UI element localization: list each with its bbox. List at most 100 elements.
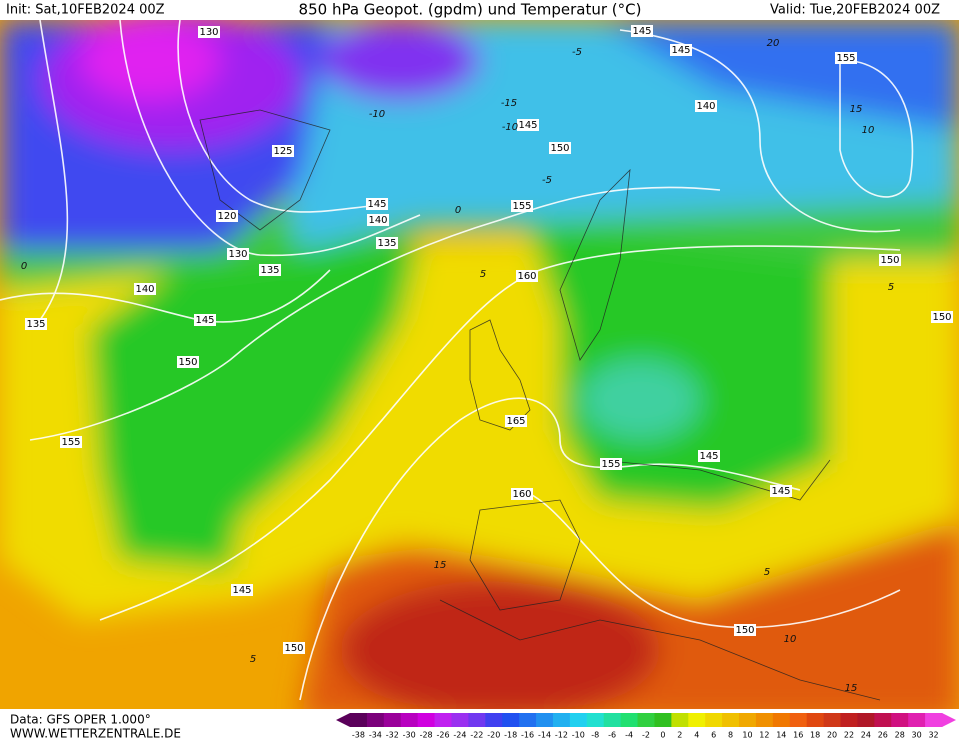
geopotential-label: 145	[699, 451, 718, 462]
colorbar-label: 0	[660, 731, 665, 740]
geopotential-label-box	[376, 237, 398, 249]
geopotential-label-box	[272, 145, 294, 157]
colorbar-cell	[637, 713, 655, 727]
colorbar-cell	[925, 713, 943, 727]
temperature-label: -5	[572, 47, 582, 58]
colorbar-label: -12	[555, 731, 568, 740]
colorbar-cell	[891, 713, 909, 727]
colorbar-label: 22	[844, 731, 854, 740]
colorbar-label: -26	[436, 731, 449, 740]
geopotential-label: 130	[199, 27, 218, 38]
geopotential-label-box	[367, 214, 389, 226]
colorbar-cell	[772, 713, 791, 727]
colorbar-cell	[722, 713, 740, 727]
geopotential-label-box	[283, 642, 305, 654]
geopotential-label: 140	[368, 215, 387, 226]
geopotential-label-box	[835, 52, 857, 64]
colorbar-label: -6	[608, 731, 616, 740]
geopotential-label: 135	[377, 238, 396, 249]
geopotential-label-box	[670, 44, 692, 56]
temperature-label: 5	[888, 282, 894, 293]
geopotential-label: 150	[932, 312, 951, 323]
temperature-label: -5	[542, 175, 552, 186]
geopotential-label-box	[517, 119, 539, 131]
colorbar-cell	[350, 713, 368, 727]
geopotential-label: 155	[61, 437, 80, 448]
colorbar-cell	[536, 713, 554, 727]
geopotential-label-box	[549, 142, 571, 154]
colorbar-label: -28	[420, 731, 433, 740]
colorbar-label: -8	[591, 731, 599, 740]
geopotential-label: 150	[178, 357, 197, 368]
geopotential-label-box	[770, 485, 792, 497]
geopotential-label: 165	[506, 416, 525, 427]
geopotential-label-box	[231, 584, 253, 596]
geopotential-label: 160	[517, 271, 536, 282]
colorbar-label: 2	[677, 731, 682, 740]
colorbar-cell	[451, 713, 469, 727]
colorbar-cell	[603, 713, 622, 727]
geopotential-label: 145	[232, 585, 251, 596]
colorbar-label: -30	[403, 731, 416, 740]
map-field	[0, 20, 959, 709]
geopotential-label: 160	[512, 489, 531, 500]
geopotential-label: 125	[273, 146, 292, 157]
geopotential-label: 155	[601, 459, 620, 470]
colorbar-label: 18	[810, 731, 820, 740]
colorbar-label: -34	[369, 731, 382, 740]
colorbar-cell	[502, 713, 520, 727]
geopotential-label: 135	[260, 265, 279, 276]
geopotential-label: 140	[135, 284, 154, 295]
temperature-label: 0	[455, 205, 461, 216]
colorbar-label: -4	[625, 731, 633, 740]
colorbar-label: 14	[776, 731, 786, 740]
geopotential-label: 145	[367, 199, 386, 210]
colorbar-label: 16	[793, 731, 803, 740]
colorbar-label: 6	[711, 731, 716, 740]
temperature-label: 10	[862, 125, 875, 136]
geopotential-label-box	[695, 100, 717, 112]
temperature-label: 10	[784, 634, 797, 645]
temperature-label: 5	[480, 269, 486, 280]
geopotential-label-box	[931, 311, 953, 323]
geopotential-label-box	[194, 314, 216, 326]
colorbar-label: -10	[572, 731, 585, 740]
colorbar-label: -2	[642, 731, 650, 740]
geopotential-label: 145	[671, 45, 690, 56]
geopotential-label-box	[198, 26, 220, 38]
colorbar-label: -22	[470, 731, 483, 740]
geopotential-label: 150	[284, 643, 303, 654]
geopotential-label: 135	[26, 319, 45, 330]
temperature-label: 20	[767, 38, 780, 49]
colorbar-label: 20	[827, 731, 837, 740]
colorbar-cell	[705, 713, 723, 727]
colorbar-cell	[908, 713, 926, 727]
colorbar-cell	[434, 713, 452, 727]
colorbar-cell	[485, 713, 503, 727]
colorbar-cell	[857, 713, 875, 727]
geopotential-label-box	[227, 248, 249, 260]
colorbar-cell	[417, 713, 436, 727]
temperature-label: 5	[764, 567, 770, 578]
colorbar-cell	[620, 713, 639, 727]
colorbar-cell	[383, 713, 402, 727]
geopotential-label-box	[511, 488, 533, 500]
temperature-label: 5	[250, 654, 256, 665]
colorbar-label: 28	[895, 731, 905, 740]
temperature-label: 15	[434, 560, 447, 571]
colorbar-label: 8	[728, 731, 733, 740]
colorbar-label: 30	[912, 731, 922, 740]
geopotential-label: 145	[195, 315, 214, 326]
colorbar-arrow-left	[336, 713, 350, 727]
geopotential-label-box	[177, 356, 199, 368]
colorbar-cell	[519, 713, 537, 727]
colorbar-label: 32	[928, 731, 938, 740]
geopotential-label: 145	[632, 26, 651, 37]
colorbar-label: -18	[504, 731, 517, 740]
geopotential-label-box	[734, 624, 756, 636]
colorbar-cell	[840, 713, 858, 727]
colorbar-cell	[755, 713, 774, 727]
colorbar-cell	[823, 713, 842, 727]
geopotential-label-box	[60, 436, 82, 448]
